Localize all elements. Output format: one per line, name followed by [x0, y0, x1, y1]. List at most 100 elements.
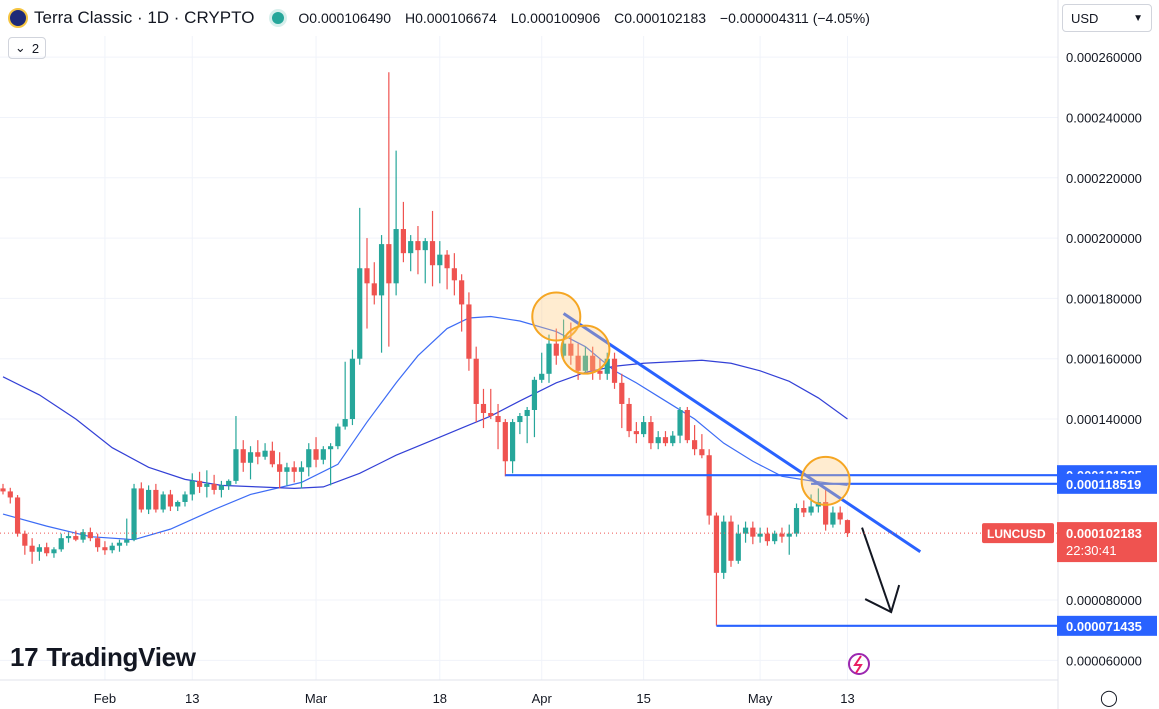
candle [728, 515, 734, 567]
candle-body [713, 515, 720, 573]
y-tick-label: 0.000200000 [1066, 231, 1142, 246]
y-tick-label: 0.000060000 [1066, 653, 1142, 668]
candle-body [539, 373, 545, 380]
candle [138, 482, 144, 513]
price-label-box [1057, 615, 1157, 636]
candle-body [415, 241, 421, 251]
candle-body [837, 512, 843, 520]
candle-body [408, 241, 414, 254]
highlight-circle [800, 455, 851, 506]
y-tick-label: 0.000180000 [1066, 291, 1142, 306]
candle-body [393, 229, 399, 284]
candle-body [611, 358, 618, 383]
terra-classic-logo-icon [8, 8, 28, 28]
candle-body [480, 403, 487, 414]
candle-body [306, 449, 312, 468]
candle [706, 449, 712, 525]
candle [793, 503, 800, 537]
candle [531, 376, 538, 438]
candle-body [124, 539, 130, 543]
candle-body [560, 343, 567, 356]
candle [0, 483, 6, 495]
candle [14, 495, 21, 537]
high-value: H0.000106674 [404, 10, 497, 26]
candle [451, 253, 457, 296]
candle-body [735, 533, 741, 561]
lightning-icon [853, 655, 863, 674]
candle [80, 529, 86, 543]
candle-body [87, 532, 93, 539]
candle-body [14, 497, 21, 534]
candle-body [568, 343, 574, 356]
y-tick-label: 0.000160000 [1066, 352, 1142, 367]
candle [291, 461, 297, 483]
price-label-text: 0.000118519 [1066, 477, 1141, 492]
candle [7, 487, 13, 504]
candle-body [262, 450, 268, 457]
candle-body [364, 268, 370, 284]
indicators-toggle-button[interactable]: ⌄ 2 [8, 37, 46, 59]
candle-body [29, 545, 35, 552]
candle [488, 388, 494, 420]
candle-body [641, 422, 647, 435]
countdown-text: 22:30:41 [1066, 543, 1117, 558]
candle [175, 500, 181, 512]
candle-body [146, 489, 152, 510]
chart-settings-icon[interactable]: ◯ [1100, 690, 1118, 707]
candle-body [269, 450, 275, 465]
candle-body [189, 480, 195, 495]
highlight-circle [560, 324, 611, 375]
candle [735, 524, 741, 564]
descending-trendline [562, 312, 922, 553]
candle-body [0, 488, 6, 492]
candle [196, 471, 203, 493]
x-tick-label: 13 [840, 691, 854, 706]
candle-body [36, 547, 42, 552]
candle-body [196, 480, 203, 487]
symbol-label-box [982, 523, 1054, 544]
candle [313, 437, 319, 468]
candle-body [80, 532, 86, 540]
candle [160, 491, 166, 513]
currency-select[interactable]: USD ▼ [1062, 4, 1152, 32]
tradingview-wordmark: TradingView [46, 642, 196, 672]
candle [786, 524, 792, 555]
candle [553, 328, 559, 365]
candle-body [218, 485, 224, 490]
candle [284, 462, 290, 486]
candle-body [291, 467, 297, 472]
candle-body [7, 491, 13, 498]
candle [742, 521, 749, 543]
symbol-title[interactable]: Terra Classic · 1D · CRYPTO [34, 8, 255, 27]
candle-body [138, 488, 144, 510]
candle-body [451, 268, 457, 281]
candle-body [524, 409, 530, 417]
x-tick-label: 13 [185, 691, 199, 706]
candle [437, 241, 443, 284]
indicators-count: 2 [31, 40, 40, 56]
candle-body [437, 254, 443, 266]
candle-body [473, 358, 479, 404]
candle [473, 346, 479, 423]
candle [102, 541, 108, 555]
candle [611, 352, 618, 389]
candle [699, 434, 705, 459]
candle-body [386, 244, 392, 284]
y-tick-label: 0.000220000 [1066, 171, 1142, 186]
candle-body [604, 358, 610, 374]
candle [357, 207, 363, 365]
candle [211, 474, 217, 495]
x-tick-label: May [748, 691, 773, 706]
candle [58, 533, 64, 552]
close-value: C0.000102183 [614, 10, 707, 26]
candle-body [844, 520, 851, 534]
candle [182, 491, 188, 507]
candle [116, 539, 123, 552]
candle-body [175, 501, 181, 507]
candle-body [546, 343, 552, 374]
candle [364, 238, 370, 329]
candle-body [793, 508, 800, 534]
tradingview-logo[interactable]: 17 TradingView [10, 642, 196, 673]
